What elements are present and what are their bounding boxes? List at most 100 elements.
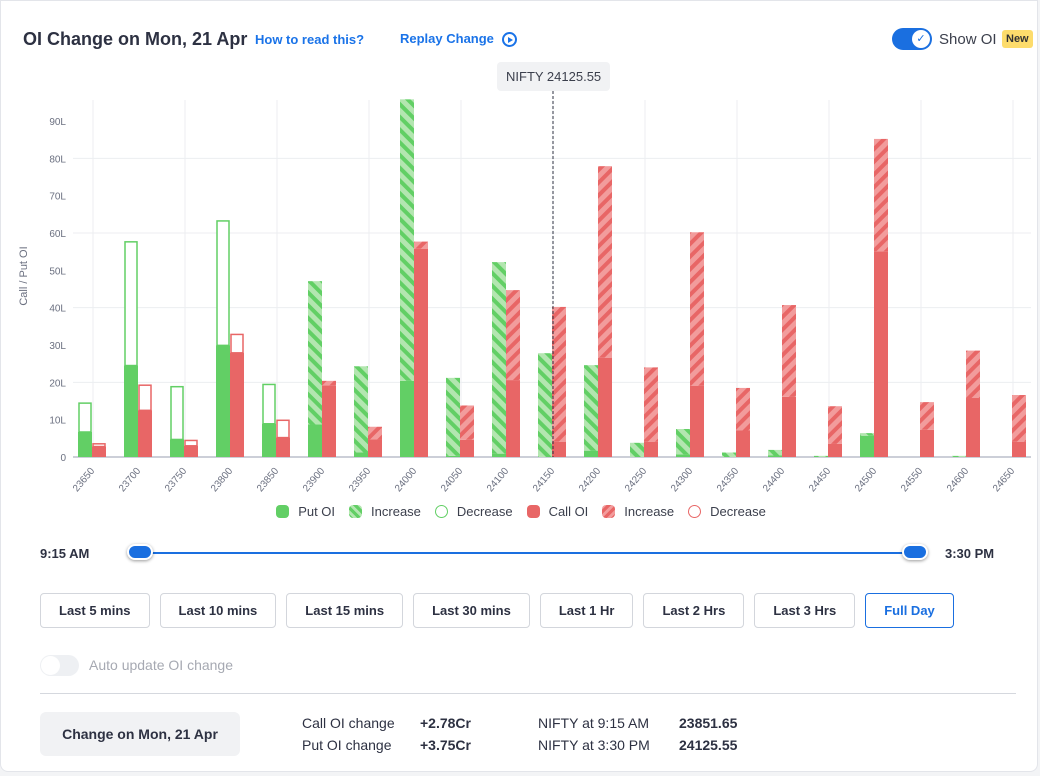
put-decrease-bar-23700[interactable] [124,241,138,367]
put-oi-bar-23850[interactable] [262,423,276,457]
call-oi-bar-23750[interactable] [184,445,198,457]
put-oi-bar-24300[interactable] [676,454,690,457]
call-oi-bar-24400[interactable] [782,396,796,457]
put-increase-bar-24000[interactable] [400,99,414,381]
time-range-slider[interactable] [141,552,916,554]
call-oi-bar-23800[interactable] [230,352,244,457]
call-oi-bar-24100[interactable] [506,380,520,457]
put-decrease-bar-23850[interactable] [262,383,276,425]
put-increase-bar-24350[interactable] [722,452,736,457]
put-increase-bar-24300[interactable] [676,429,690,455]
put-decrease-bar-23650[interactable] [78,402,92,433]
range-last-5-mins[interactable]: Last 5 mins [40,593,150,628]
call-oi-bar-24550[interactable] [920,429,934,457]
call-increase-bar-24050[interactable] [460,405,474,440]
put-increase-bar-24450[interactable] [814,455,828,457]
put-increase-bar-24400[interactable] [768,449,782,456]
put-increase-bar-24600[interactable] [952,455,966,457]
put-decrease-bar-23800[interactable] [216,220,230,347]
range-last-30-mins[interactable]: Last 30 mins [413,593,530,628]
put-increase-bar-23950[interactable] [354,366,368,453]
range-last-3-hrs[interactable]: Last 3 Hrs [754,593,856,628]
put-oi-bar-23650[interactable] [78,431,92,457]
call-increase-bar-24350[interactable] [736,387,750,431]
call-oi-bar-24000[interactable] [414,248,428,457]
call-oi-bar-24300[interactable] [690,385,704,457]
put-increase-bar-24150[interactable] [538,353,552,457]
change-date-button[interactable]: Change on Mon, 21 Apr [40,712,240,756]
call-oi-bar-23950[interactable] [368,439,382,457]
call-increase-bar-24650[interactable] [1012,395,1026,442]
y-axis-label: Call / Put OI [18,246,30,305]
call-oi-bar-24500[interactable] [874,251,888,457]
put-oi-bar-24000[interactable] [400,380,414,457]
call-oi-bar-24150[interactable] [552,441,566,457]
call-increase-bar-24450[interactable] [828,406,842,444]
legend-label: Call OI [548,504,589,519]
put-oi-bar-23750[interactable] [170,439,184,457]
call-decrease-bar-23850[interactable] [276,419,290,439]
range-last-10-mins[interactable]: Last 10 mins [159,593,277,628]
call-decrease-bar-23750[interactable] [184,439,198,447]
replay-change-button[interactable]: Replay Change [400,31,517,48]
call-oi-bar-24250[interactable] [644,441,658,457]
call-increase-bar-24550[interactable] [920,402,934,430]
call-increase-bar-24400[interactable] [782,305,796,397]
put-increase-bar-24100[interactable] [492,262,506,454]
call-increase-bar-24200[interactable] [598,166,612,358]
put-oi-change-value: +3.75Cr [420,737,471,753]
call-oi-bar-23850[interactable] [276,437,290,457]
range-full-day[interactable]: Full Day [865,593,954,628]
put-increase-bar-24500[interactable] [860,433,874,436]
legend-put-decrease[interactable]: Decrease [434,504,513,519]
range-last-15-mins[interactable]: Last 15 mins [286,593,404,628]
legend-put-increase[interactable]: Increase [349,504,421,519]
put-increase-bar-24200[interactable] [584,365,598,451]
call-increase-bar-24250[interactable] [644,367,658,442]
call-oi-bar-23700[interactable] [138,410,152,457]
put-decrease-bar-23750[interactable] [170,385,184,441]
call-increase-bar-23950[interactable] [368,426,382,440]
put-oi-bar-24400[interactable] [768,455,782,457]
call-oi-bar-24050[interactable] [460,439,474,457]
slider-start-handle[interactable] [127,544,153,560]
put-oi-bar-23950[interactable] [354,452,368,457]
call-increase-bar-24100[interactable] [506,290,520,381]
auto-update-toggle[interactable] [40,655,79,676]
legend-call-decrease[interactable]: Decrease [688,504,766,519]
put-oi-bar-24500[interactable] [860,435,874,457]
call-oi-bar-24350[interactable] [736,430,750,457]
put-oi-bar-24050[interactable] [446,455,460,457]
call-oi-bar-24650[interactable] [1012,441,1026,457]
call-increase-bar-24300[interactable] [690,232,704,386]
put-oi-bar-23900[interactable] [308,424,322,457]
put-increase-bar-23900[interactable] [308,281,322,425]
put-increase-bar-24050[interactable] [446,377,460,456]
call-oi-bar-24450[interactable] [828,443,842,457]
show-oi-toggle[interactable]: ✓ [892,28,932,50]
put-oi-bar-23700[interactable] [124,365,138,457]
call-increase-bar-24000[interactable] [414,241,428,249]
how-to-read-link[interactable]: How to read this? [255,32,365,47]
call-increase-bar-23900[interactable] [322,380,336,386]
put-oi-bar-24100[interactable] [492,453,506,457]
call-increase-bar-24150[interactable] [552,306,566,442]
put-oi-bar-24200[interactable] [584,450,598,457]
call-oi-bar-23650[interactable] [92,446,106,457]
range-last-2-hrs[interactable]: Last 2 Hrs [643,593,745,628]
put-oi-bar-23800[interactable] [216,345,230,457]
legend-put-oi[interactable]: Put OI [276,504,335,519]
call-increase-bar-24500[interactable] [874,138,888,252]
call-increase-bar-24600[interactable] [966,350,980,399]
legend-call-increase[interactable]: Increase [602,504,674,519]
call-oi-bar-24600[interactable] [966,398,980,457]
slider-end-handle[interactable] [902,544,928,560]
put-increase-bar-24250[interactable] [630,442,644,457]
call-decrease-bar-23800[interactable] [230,333,244,354]
call-oi-bar-24200[interactable] [598,357,612,457]
legend-call-oi[interactable]: Call OI [526,504,589,519]
call-oi-bar-23900[interactable] [322,385,336,457]
call-decrease-bar-23700[interactable] [138,384,152,412]
call-decrease-bar-23650[interactable] [92,443,106,448]
range-last-1-hr[interactable]: Last 1 Hr [539,593,634,628]
